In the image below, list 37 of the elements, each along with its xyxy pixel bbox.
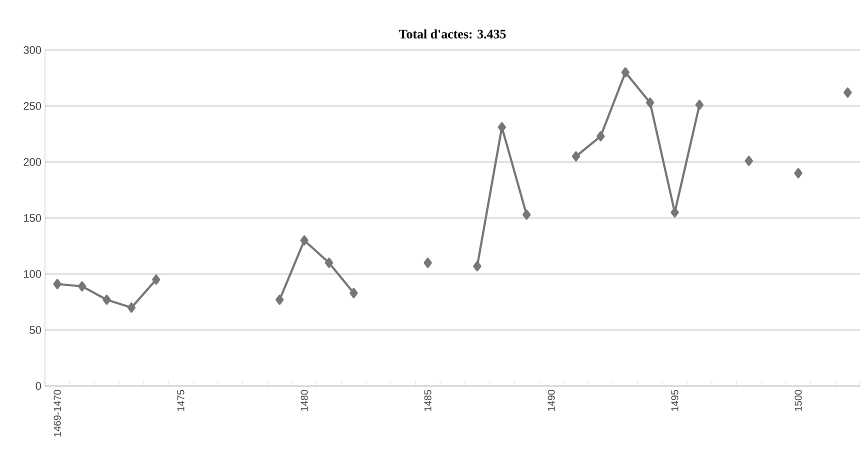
y-tick-label: 50: [30, 326, 42, 334]
point: [498, 122, 506, 132]
y-tick-label: 250: [24, 102, 42, 110]
point: [572, 151, 580, 162]
point: [596, 131, 605, 142]
x-tick-label: 1475: [177, 390, 184, 411]
x-tick-label: 1500: [794, 390, 802, 411]
y-tick-label: 300: [24, 46, 42, 54]
x-tick-label: 1480: [300, 390, 308, 411]
point: [350, 288, 358, 298]
chart-title: Total d'actes: 3.435: [398, 29, 506, 39]
point: [102, 294, 111, 305]
point: [670, 207, 679, 218]
y-tick-label: 150: [24, 214, 42, 222]
x-tick-label: 1485: [424, 390, 432, 411]
point: [473, 261, 482, 272]
point: [621, 67, 630, 78]
point: [695, 100, 704, 110]
y-tick-label: 200: [24, 158, 42, 166]
point: [300, 235, 308, 246]
x-tick-label: 1490: [548, 390, 555, 411]
point: [744, 156, 753, 166]
point: [127, 302, 136, 313]
point: [324, 258, 334, 268]
point: [78, 281, 86, 292]
x-tick-label: 1495: [671, 390, 678, 411]
x-tick-label: 1469-1470: [54, 390, 61, 436]
point: [53, 278, 62, 290]
point: [646, 98, 654, 108]
point: [844, 87, 852, 98]
point: [794, 168, 802, 178]
point: [276, 294, 284, 305]
point: [522, 210, 531, 220]
point: [152, 274, 160, 285]
y-tick-label: 0: [36, 382, 42, 390]
y-tick-label: 100: [24, 270, 42, 278]
point: [424, 258, 432, 268]
